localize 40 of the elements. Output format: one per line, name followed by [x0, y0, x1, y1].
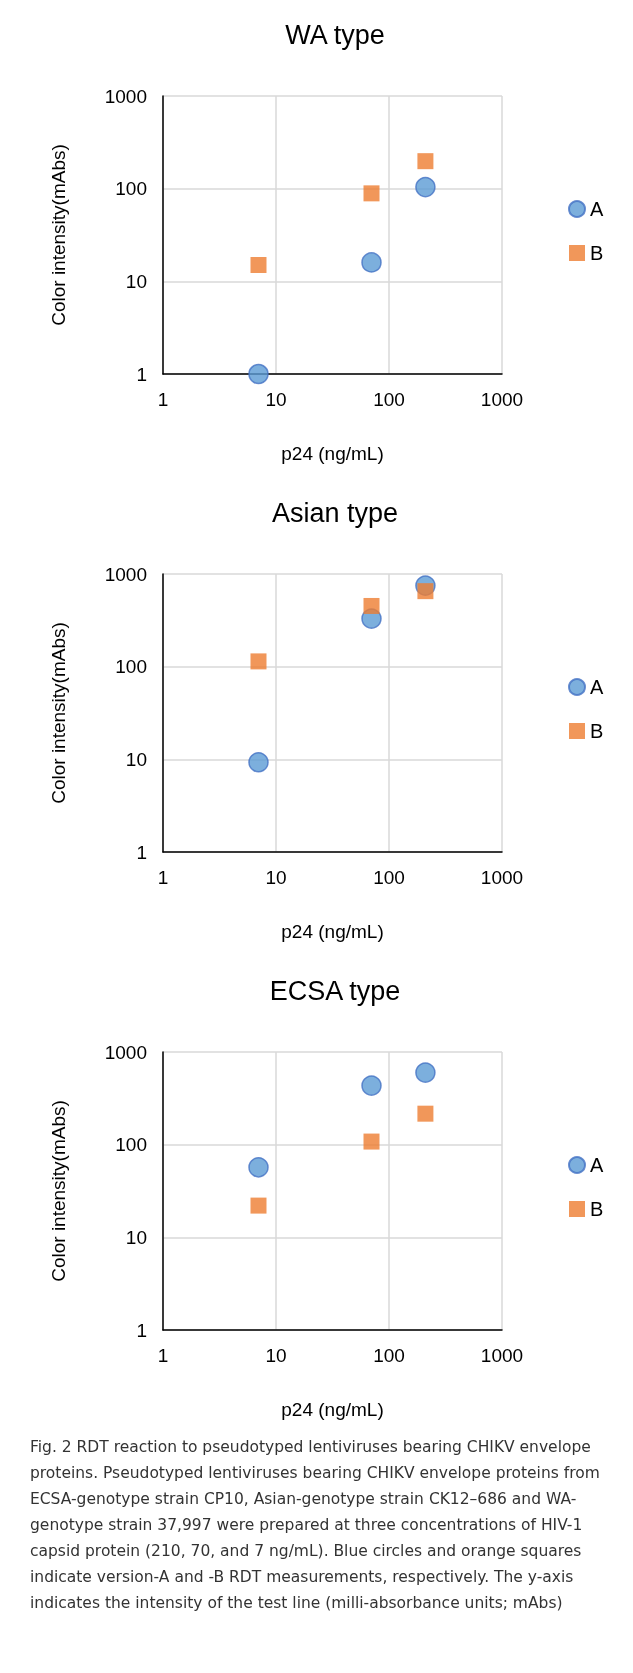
legend-label: A [590, 1154, 604, 1176]
y-tick-label: 1000 [104, 1041, 147, 1063]
legend-label: A [590, 198, 604, 220]
y-tick-label: 1 [136, 1319, 147, 1341]
y-tick-label: 10 [125, 1226, 147, 1248]
x-tick-label: 100 [373, 389, 405, 410]
x-tick-label: 1 [157, 867, 169, 888]
x-tick-label: 1000 [480, 389, 524, 410]
y-axis-title: Color intensity(mAbs) [48, 622, 69, 804]
y-tick-label: 10 [125, 270, 147, 292]
y-tick-label: 1000 [104, 563, 147, 585]
chart-title: ECSA type [269, 975, 401, 1006]
x-tick-label: 10 [265, 1345, 287, 1366]
x-tick-label: 100 [373, 867, 405, 888]
x-tick-label: 1 [157, 389, 169, 410]
legend-label: B [590, 1198, 604, 1220]
caption: Fig. 2 RDT reaction to pseudotyped lentiviruses bearing CHIKV envelope proteins. Pseudotyped lentiviruses bearing CHIKV envelope proteins from ECSA-genotype strain CP10, Asian-genotype strain CK12–686 and WA-genotype strain 37,997 were prepared at three concentrations of HIV-1 capsid protein (210, 70, and 7 ng/mL). Blue circles and orange squares indicate version-A and -B RDT measurements, respectively. The y-axis indicates the intensity of the test line (milli-absorbance units; mAbs) [30, 1437, 601, 1614]
x-tick-label: 1000 [480, 1345, 524, 1366]
chart-title: Asian type [271, 497, 399, 528]
chart-title: WA type [285, 19, 385, 50]
x-axis-title: p24 (ng/mL) [281, 443, 384, 464]
y-tick-label: 1 [136, 841, 147, 863]
x-axis-title: p24 (ng/mL) [281, 1399, 384, 1420]
y-axis-title: Color intensity(mAbs) [48, 144, 69, 326]
y-axis-title: Color intensity(mAbs) [48, 1100, 69, 1282]
y-tick-label: 100 [115, 178, 147, 200]
legend-label: A [590, 676, 604, 698]
y-tick-label: 10 [125, 748, 147, 770]
y-tick-label: 100 [115, 656, 147, 678]
y-tick-label: 100 [115, 1134, 147, 1156]
legend-label: B [590, 242, 604, 264]
x-tick-label: 10 [265, 867, 287, 888]
y-tick-label: 1 [136, 363, 147, 385]
legend-label: B [590, 720, 604, 742]
y-tick-label: 1000 [104, 85, 147, 107]
x-axis-title: p24 (ng/mL) [281, 921, 384, 942]
x-tick-label: 1 [157, 1345, 169, 1366]
x-tick-label: 1000 [480, 867, 524, 888]
x-tick-label: 10 [265, 389, 287, 410]
x-tick-label: 100 [373, 1345, 405, 1366]
